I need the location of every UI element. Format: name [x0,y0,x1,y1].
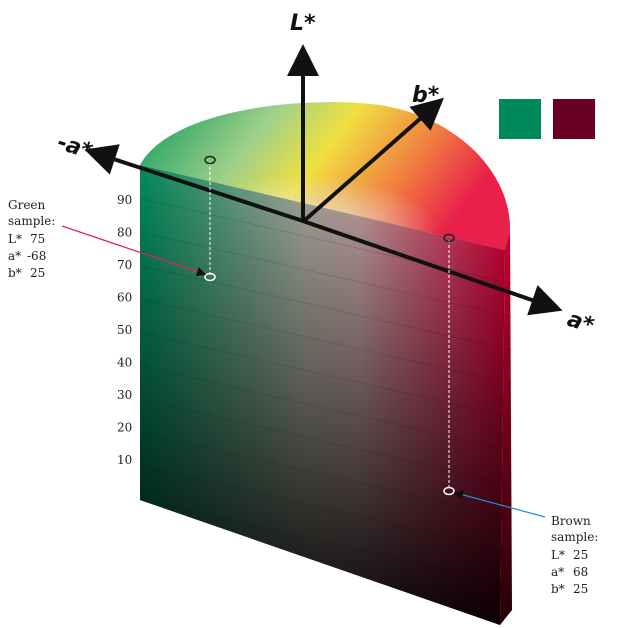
svg-text:b*: b* [8,266,22,280]
l-axis-label: L* [290,11,316,36]
scale-tick-label: 80 [117,226,132,240]
scale-tick-label: 30 [117,388,132,402]
cylinder-side [500,232,512,625]
lightness-band [139,265,513,351]
scale-tick-label: 40 [117,356,132,370]
svg-text:b*: b* [551,582,565,596]
svg-text:25: 25 [30,266,45,280]
svg-text:75: 75 [30,232,45,246]
svg-text:-68: -68 [27,249,46,263]
svg-text:L*: L* [551,548,565,562]
lightness-band [139,466,513,552]
a-axis-label: a* [564,307,597,339]
scale-tick-label: 50 [117,323,132,337]
neg-a-axis-label: -a* [54,130,96,165]
scale-tick-label: 90 [117,193,132,207]
a-axis [84,144,301,222]
green-swatch [499,99,541,139]
lightness-band [139,231,513,318]
svg-text:25: 25 [573,548,588,562]
svg-text:Brown: Brown [551,514,591,528]
brown-sample-label: Brown sample: L* 25 a* 68 b* 25 [551,514,598,596]
svg-text:68: 68 [573,565,588,579]
lightness-band [139,365,513,452]
green-pointer [61,225,207,277]
green-sample-label: Green sample: L* 75 a* -68 b* 25 [8,198,55,280]
brown-sample-top-marker [443,233,455,243]
lightness-band [139,298,513,385]
svg-text:Green: Green [8,198,46,212]
lightness-band [139,332,513,418]
scale-tick-label: 10 [117,453,132,467]
lightness-band [139,198,513,284]
svg-text:sample:: sample: [8,214,55,228]
svg-text:a*: a* [8,249,21,263]
svg-text:sample:: sample: [551,530,598,544]
svg-text:a*: a* [551,565,564,579]
lightness-band [139,499,513,586]
brown-pointer [453,490,546,518]
svg-text:L*: L* [8,232,22,246]
lightness-band [139,399,513,485]
green-sample-top-marker [204,155,216,165]
svg-text:25: 25 [573,582,588,596]
scale-tick-label: 60 [117,291,132,305]
b-axis-label: b* [412,83,440,108]
lightness-band [139,432,513,519]
brown-swatch [553,99,595,139]
scale-tick-label: 70 [117,258,132,272]
green-sample-marker [204,272,216,282]
b-axis [303,97,445,222]
scale-tick-label: 20 [117,421,132,435]
